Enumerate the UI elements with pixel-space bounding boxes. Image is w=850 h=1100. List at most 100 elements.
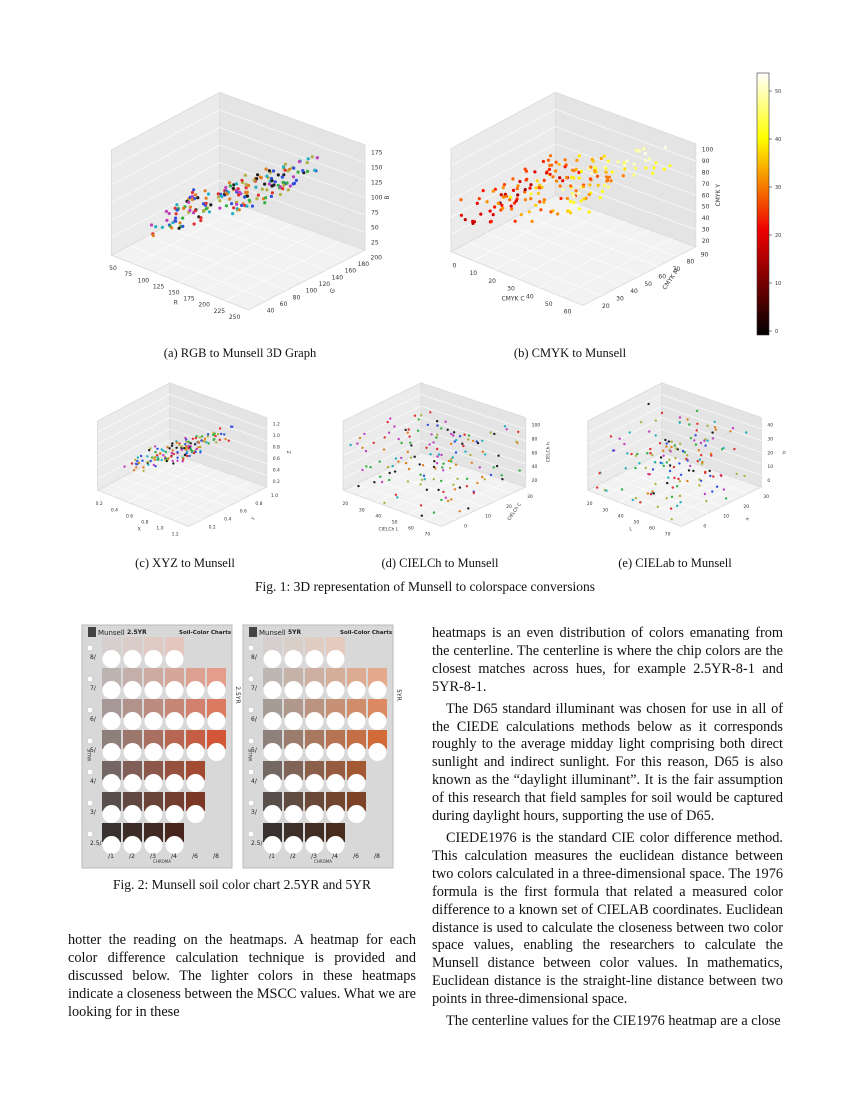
z-tick-label: 100 (371, 195, 383, 202)
scatter-point (288, 184, 292, 188)
scatter-point (667, 476, 670, 479)
scatter-point (670, 445, 673, 449)
scatter-point (154, 455, 157, 459)
scatter-point (677, 477, 680, 481)
binder-hole (247, 830, 255, 838)
scatter-point (542, 178, 546, 182)
scatter-point (704, 471, 707, 475)
scatter-point (156, 447, 159, 450)
value-tick: 7/ (90, 685, 97, 692)
scatter-point (454, 463, 458, 466)
scatter-point (465, 485, 469, 488)
color-chip (305, 699, 324, 718)
scatter-point (174, 216, 178, 220)
scatter-point (605, 489, 608, 492)
chip-hole (347, 712, 366, 730)
scatter-point (425, 446, 428, 449)
binder-hole (86, 737, 94, 745)
scatter-point (695, 429, 698, 432)
scatter-point (420, 414, 423, 417)
chip-hole (368, 712, 387, 730)
scatter-point (446, 428, 449, 431)
chip-hole (186, 805, 205, 823)
y-tick-label: 0 (464, 524, 467, 530)
scatter-point (475, 201, 479, 205)
scatter-point (176, 451, 179, 454)
chip-hole (165, 712, 184, 730)
color-chip (186, 792, 205, 811)
scatter-point (559, 196, 563, 201)
scatter-point (467, 434, 471, 437)
scatter-point (123, 465, 126, 468)
scatter-point (167, 211, 171, 216)
color-chip (102, 792, 121, 811)
scatter-point (234, 188, 239, 192)
scatter-point (286, 188, 290, 192)
x-axis-label: CMYK C (501, 296, 524, 303)
z-tick-label: 50 (371, 225, 379, 232)
scatter-point (451, 456, 454, 459)
caption: (c) XYZ to Munsell (135, 556, 235, 570)
scatter-point (184, 436, 187, 440)
scatter-point (260, 187, 264, 191)
scatter-point (171, 449, 174, 452)
scatter-point (441, 466, 444, 469)
scatter-point (156, 456, 159, 459)
scatter-point (598, 196, 602, 200)
scatter-point (224, 437, 227, 441)
scatter-point (648, 473, 651, 476)
scatter-point (471, 221, 475, 225)
scatter-point (610, 170, 614, 174)
colorbar-tick-label: 40 (775, 137, 781, 143)
scatter-point (147, 463, 150, 466)
color-chip (102, 668, 121, 687)
scatter-point (190, 194, 194, 198)
scatter-point (516, 184, 520, 188)
scatter-point (577, 191, 581, 195)
scatter-point (177, 226, 181, 230)
chart-title: Soil-Color Charts (179, 630, 232, 636)
scatter-point (379, 475, 382, 478)
scatter-point (602, 154, 606, 158)
scatter-point (622, 161, 626, 165)
scatter-point (489, 431, 492, 434)
scatter-point (231, 212, 235, 216)
scatter-point (171, 459, 174, 463)
z-tick-label: 80 (702, 169, 710, 176)
scatter-point (462, 444, 465, 448)
scatter-point (192, 188, 196, 192)
binder-hole (86, 675, 94, 683)
scatter-point (713, 420, 716, 423)
y-tick-label: 140 (332, 274, 344, 281)
scatter-point (276, 173, 280, 177)
scatter-point (501, 206, 505, 210)
scatter-point (172, 452, 175, 456)
scatter-point (465, 477, 469, 480)
scatter-point (654, 161, 658, 165)
paragraph: CIEDE1976 is the standard CIE color diff… (432, 829, 783, 1008)
scatter-point (686, 418, 689, 421)
scatter-point (561, 188, 565, 192)
scatter-point (478, 466, 481, 469)
scatter-point (502, 183, 506, 187)
figure-caption: Fig. 1: 3D representation of Munsell to … (254, 579, 596, 594)
chip-hole (165, 836, 184, 854)
scatter-point (672, 465, 676, 469)
chip-hole (263, 681, 282, 699)
color-chip (347, 730, 366, 749)
y-tick-label: 1.0 (271, 493, 278, 499)
x-axis-label: CIELCh L (379, 526, 399, 532)
scatter-point (720, 474, 723, 478)
color-chip (123, 823, 142, 842)
scatter-point (207, 210, 211, 214)
scatter-point (387, 431, 391, 434)
pane-grid (201, 206, 346, 261)
scatter-point (545, 171, 549, 175)
scatter-point (199, 445, 202, 449)
scatter-point (410, 444, 413, 447)
z-tick-label: 0.6 (273, 456, 280, 462)
scatter-point (711, 437, 715, 440)
pane-grid (97, 405, 267, 445)
x-tick-label: 20 (488, 278, 496, 285)
